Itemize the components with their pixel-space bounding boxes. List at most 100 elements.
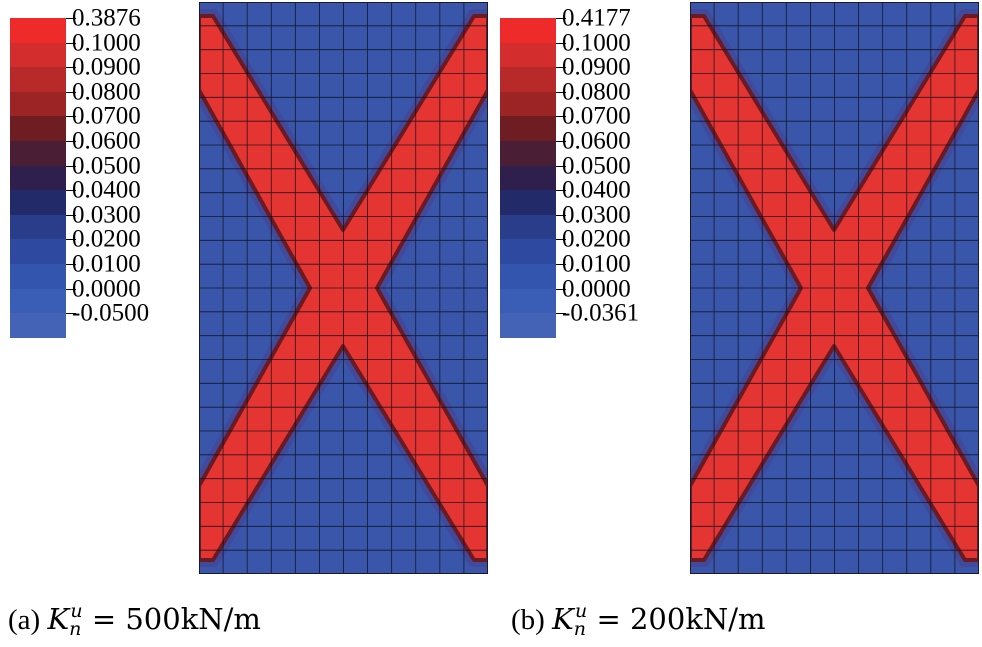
legend-swatch: [500, 313, 556, 338]
legend-swatch: [500, 288, 556, 314]
legend-swatch: [10, 239, 66, 264]
panel-b: 0.4177 0.1000 0.0900 0.0800 0.0700 0.060…: [491, 0, 982, 647]
legend-swatch: [500, 116, 556, 141]
legend-label: -0.0500: [72, 299, 150, 327]
legend-label: 0.1000: [72, 29, 141, 57]
legend-label: 0.4177: [562, 4, 631, 32]
legend-swatch: [500, 239, 556, 264]
legend-swatch: [10, 264, 66, 289]
legend-swatch: [500, 214, 556, 240]
contour-plot-b: [690, 2, 979, 574]
caption-subscript: n: [573, 618, 586, 640]
caption-formula: Knu = 500kN/m: [47, 600, 261, 640]
caption-b: (b) Knu = 200kN/m: [511, 600, 766, 640]
legend-tick: [66, 214, 76, 216]
legend-label: 0.0100: [72, 250, 141, 278]
legend-tick: [66, 67, 76, 69]
legend-tick: [556, 214, 566, 216]
mesh-grid: [199, 2, 488, 574]
caption-subscript: n: [69, 618, 82, 640]
legend-tick: [66, 116, 76, 118]
legend-label: 0.0600: [562, 127, 631, 155]
legend-swatch: [500, 42, 556, 68]
legend-swatch: [10, 67, 66, 92]
legend-label: 0.0300: [72, 201, 141, 229]
legend-tick: [66, 288, 76, 290]
caption-superscript: u: [575, 600, 588, 622]
legend-tick: [556, 42, 566, 44]
legend-tick: [556, 67, 566, 69]
legend-tick: [556, 288, 566, 290]
legend-label: 0.0000: [72, 275, 141, 303]
legend-label: 0.0800: [72, 78, 141, 106]
legend-swatch: [10, 91, 66, 117]
caption-superscript: u: [70, 600, 83, 622]
legend-swatch: [500, 264, 556, 289]
legend-tick: [66, 264, 76, 265]
legend-tick: [556, 141, 566, 142]
legend-tick: [556, 165, 566, 167]
legend-swatch: [500, 67, 556, 92]
caption-symbol: K: [552, 602, 574, 636]
caption-formula: Knu = 200kN/m: [552, 600, 766, 640]
legend-tick: [66, 239, 76, 241]
legend-label: 0.0400: [562, 176, 631, 204]
legend-swatch: [10, 116, 66, 141]
caption-label: (b): [511, 604, 545, 636]
legend-label: 0.0900: [562, 53, 631, 81]
mesh-grid: [690, 2, 979, 574]
legend-tick: [556, 18, 566, 19]
legend-swatch: [10, 165, 66, 191]
legend-swatch: [10, 288, 66, 314]
legend-label: 0.0800: [562, 78, 631, 106]
legend-label: 0.0700: [72, 102, 141, 130]
caption-symbol: K: [47, 602, 70, 636]
caption-label: (a): [8, 604, 41, 636]
panel-a: 0.3876 0.1000 0.0900 0.0800 0.0700 0.060…: [8, 2, 488, 640]
legend-tick: [66, 165, 76, 167]
legend-swatch: [10, 214, 66, 240]
legend-label: 0.0900: [72, 53, 141, 81]
legend-label: 0.1000: [562, 29, 631, 57]
legend-label: -0.0361: [562, 299, 640, 327]
legend-tick: [66, 190, 76, 192]
legend-tick: [66, 18, 76, 19]
legend-label: 0.0500: [562, 152, 631, 180]
caption-a: (a) Knu = 500kN/m: [8, 600, 261, 640]
legend-label: 0.0500: [72, 152, 141, 180]
legend-label: 0.0100: [562, 250, 631, 278]
legend-swatch: [500, 91, 556, 117]
legend-swatch: [10, 18, 66, 43]
legend-swatch: [500, 190, 556, 215]
caption-value: = 500kN/m: [91, 602, 261, 636]
legend-tick: [556, 264, 566, 265]
legend-swatch: [500, 141, 556, 166]
contour-plot-a: [199, 2, 488, 574]
legend-label: 0.0200: [72, 225, 141, 253]
legend-tick: [556, 116, 566, 118]
legend-label: 0.0300: [562, 201, 631, 229]
legend-tick: [66, 91, 76, 93]
legend-swatch: [500, 18, 556, 43]
legend-tick: [556, 91, 566, 93]
legend-label: 0.0400: [72, 176, 141, 204]
legend-tick: [556, 190, 566, 192]
legend-swatch: [10, 141, 66, 166]
legend-tick: [66, 313, 76, 315]
legend-label: 0.0600: [72, 127, 141, 155]
legend-swatch: [10, 42, 66, 68]
caption-value: = 200kN/m: [596, 602, 766, 636]
legend-swatch: [500, 165, 556, 191]
legend-label: 0.3876: [72, 4, 141, 32]
legend-tick: [556, 239, 566, 241]
plot-border: [690, 2, 979, 574]
legend-bar-a: [10, 18, 76, 338]
legend-tick: [66, 141, 76, 142]
legend-swatch: [10, 313, 66, 338]
legend-label: 0.0700: [562, 102, 631, 130]
legend-tick: [66, 42, 76, 44]
legend-tick: [556, 313, 566, 315]
plot-border: [199, 2, 488, 574]
legend-swatch: [10, 190, 66, 215]
legend-bar-b: [500, 18, 566, 338]
